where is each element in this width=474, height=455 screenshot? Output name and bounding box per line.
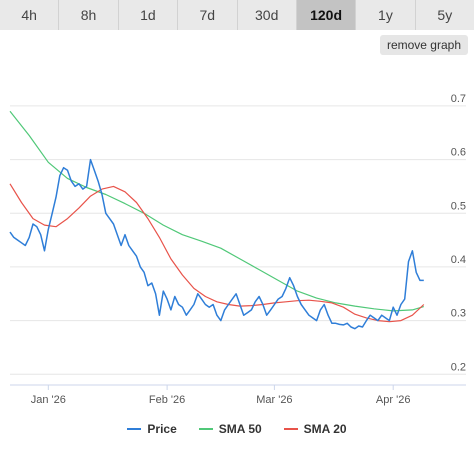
y-tick-label: 0.2 — [451, 361, 466, 373]
chart-legend: Price SMA 50 SMA 20 — [0, 419, 474, 439]
series-line-price — [9, 158, 424, 330]
series-line-sma-20 — [9, 183, 425, 323]
range-tab-8h[interactable]: 8h — [59, 0, 119, 30]
x-tick-label: Feb '26 — [149, 394, 185, 406]
price-chart: 0.2 0.3 0.4 0.5 0.6 0.7 Jan '26 Feb '26 Mar '26 A… — [9, 93, 466, 406]
legend-label: SMA 50 — [218, 422, 262, 436]
x-tick-label: Jan '26 — [31, 394, 66, 406]
y-tick-label: 0.3 — [451, 308, 466, 320]
legend-swatch — [127, 428, 142, 430]
range-tab-1d[interactable]: 1d — [118, 0, 179, 30]
legend-item-sma-50[interactable]: SMA 50 — [198, 419, 262, 439]
range-tab-7d[interactable]: 7d — [178, 0, 238, 30]
legend-swatch — [283, 428, 298, 430]
legend-label: SMA 20 — [303, 422, 347, 436]
series-line-sma-50 — [9, 110, 424, 312]
y-tick-label: 0.5 — [451, 200, 466, 212]
y-tick-label: 0.6 — [451, 147, 466, 159]
range-tab-120d[interactable]: 120d — [296, 0, 357, 30]
x-tick-label: Mar '26 — [256, 394, 292, 406]
legend-item-price[interactable]: Price — [127, 419, 177, 439]
legend-swatch — [198, 428, 213, 430]
legend-label: Price — [147, 422, 177, 436]
x-tick-label: Apr '26 — [376, 394, 411, 406]
legend-item-sma-20[interactable]: SMA 20 — [283, 419, 347, 439]
range-tab-5y[interactable]: 5y — [415, 0, 474, 30]
range-tab-30d[interactable]: 30d — [237, 0, 297, 30]
remove-graph-button[interactable]: remove graph — [379, 35, 468, 55]
range-tab-4h[interactable]: 4h — [0, 0, 60, 30]
range-tab-1y[interactable]: 1y — [356, 0, 416, 30]
y-tick-label: 0.4 — [451, 254, 466, 266]
y-tick-label: 0.7 — [451, 93, 466, 105]
time-range-tabs: 4h 8h 1d 7d 30d 120d 1y 5y — [0, 0, 474, 30]
